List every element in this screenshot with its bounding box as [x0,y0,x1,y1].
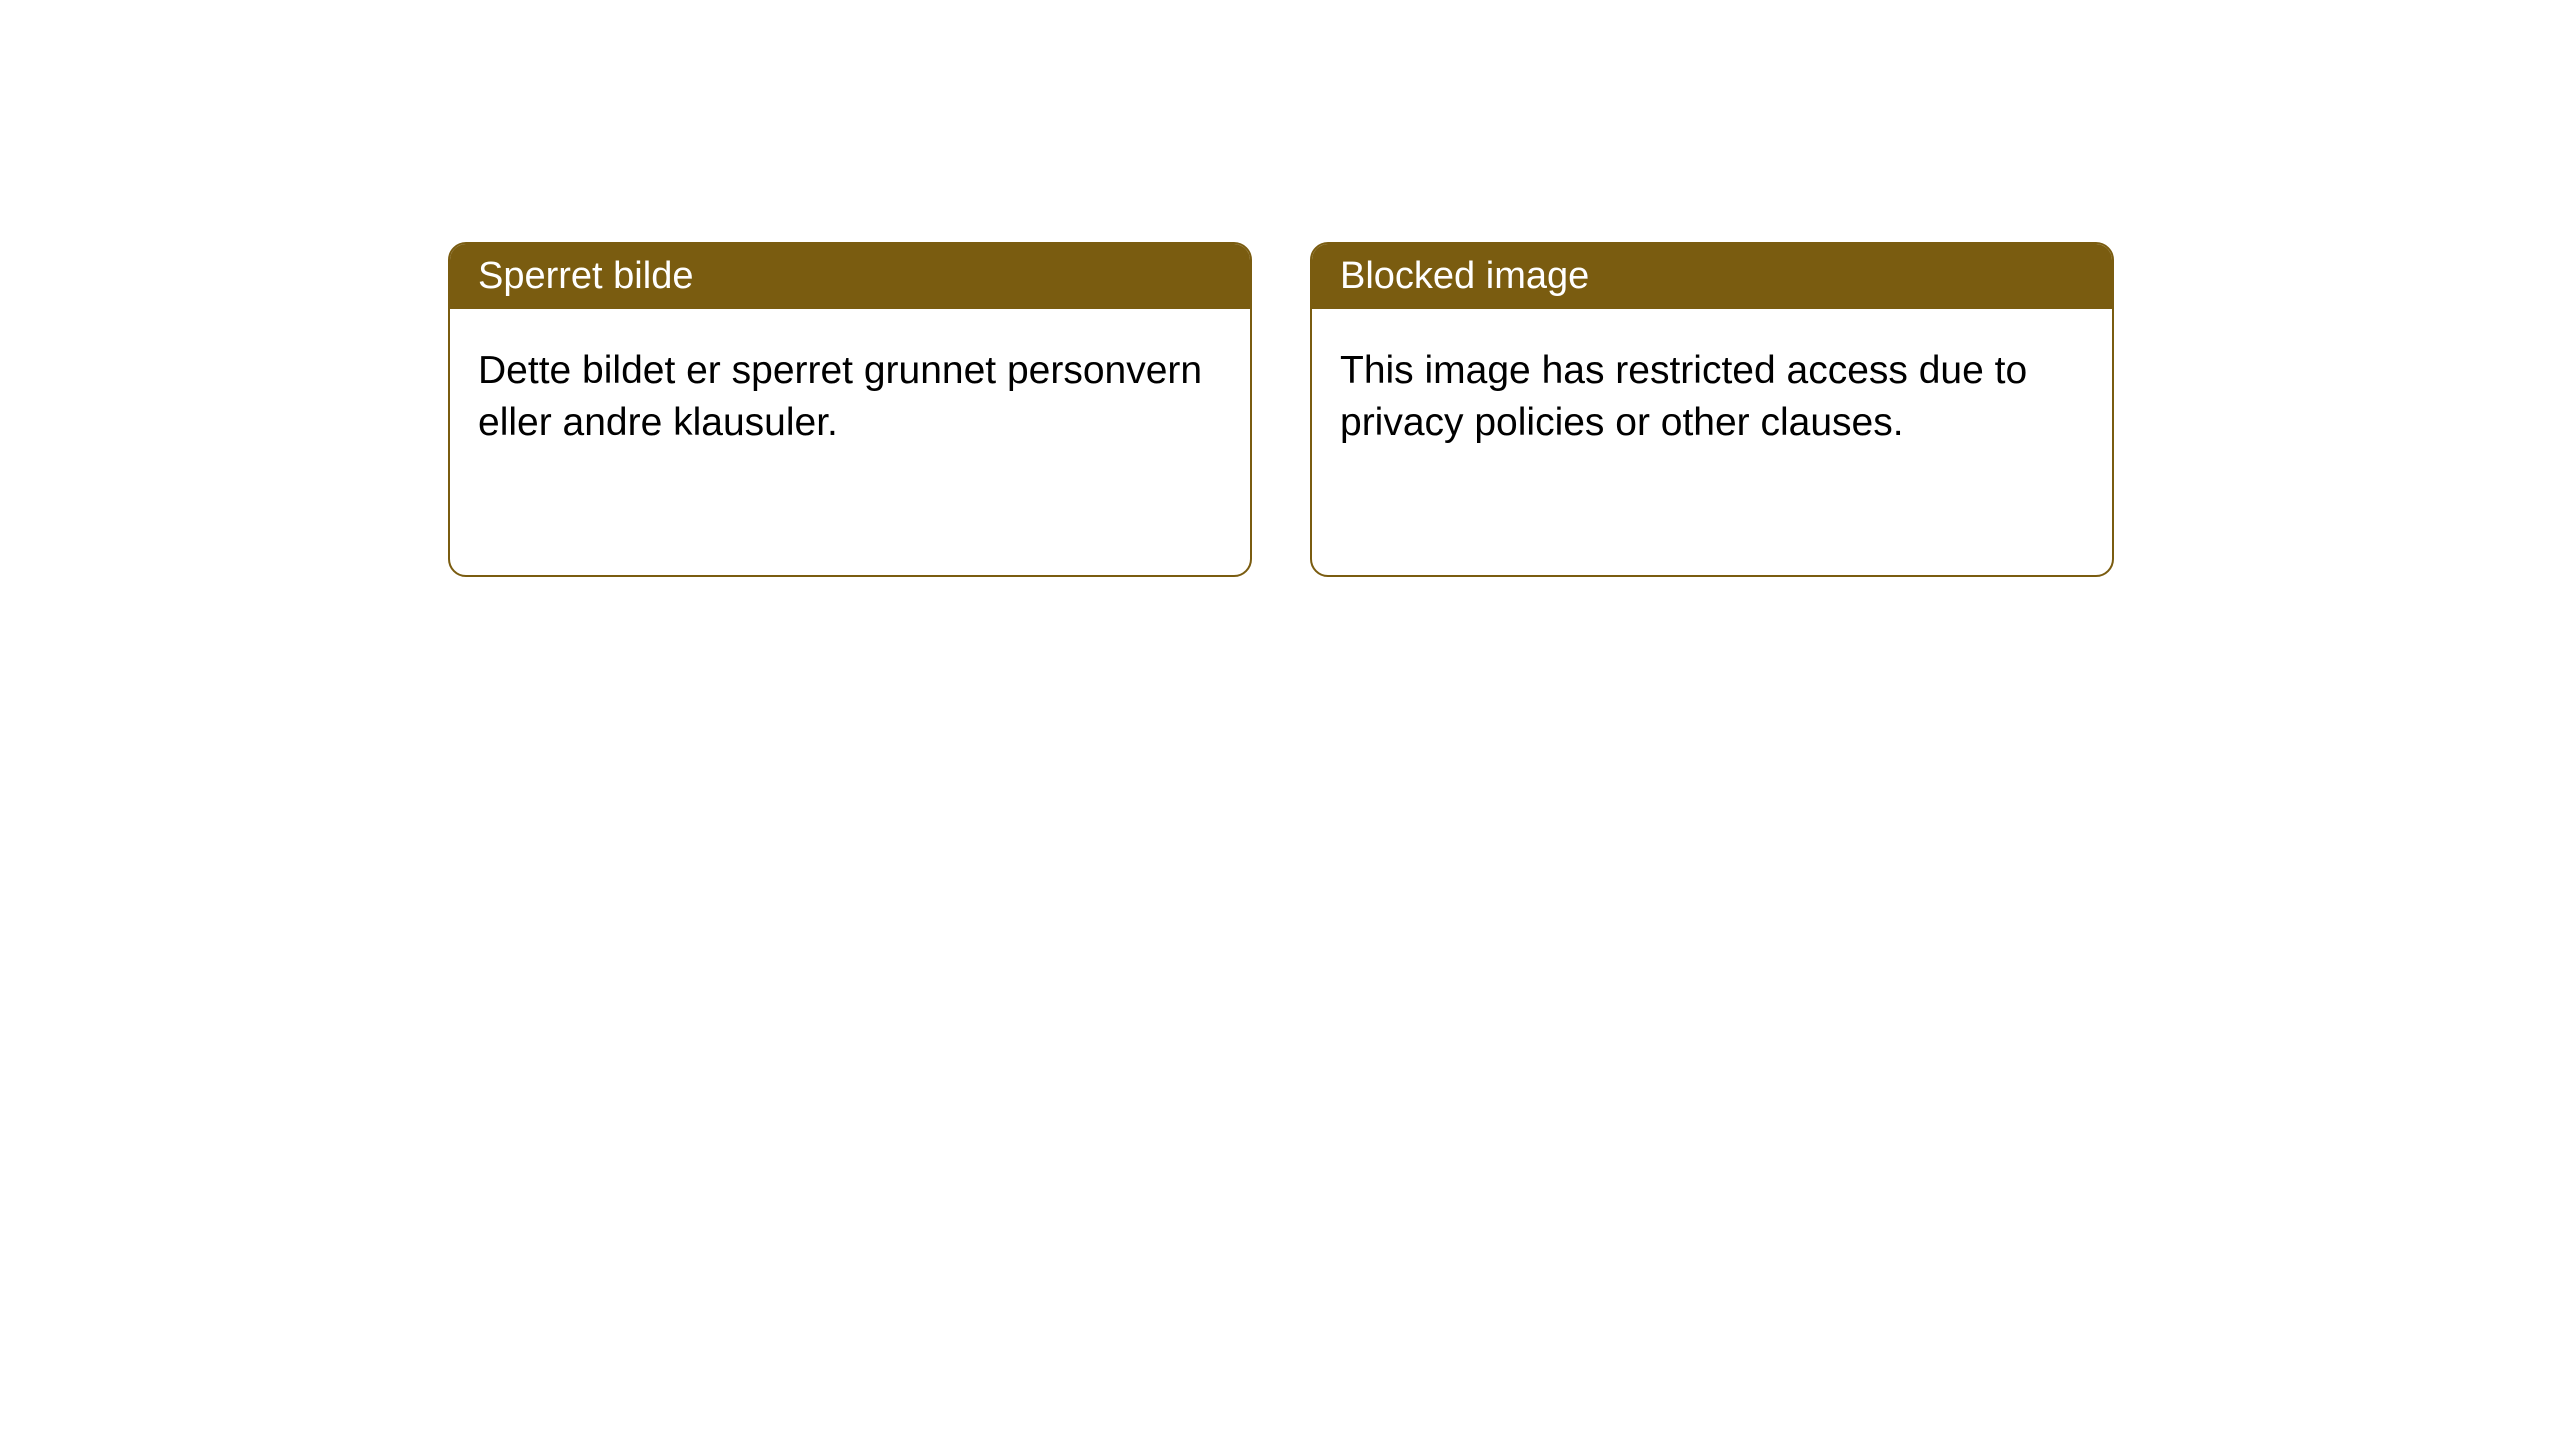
notice-title: Sperret bilde [478,255,693,297]
notice-body-text: Dette bildet er sperret grunnet personve… [478,349,1202,444]
notice-card-body: This image has restricted access due to … [1312,309,2112,486]
notice-body-text: This image has restricted access due to … [1340,349,2027,444]
notice-card-header: Blocked image [1312,244,2112,309]
notice-title: Blocked image [1340,255,1589,297]
notice-card-english: Blocked image This image has restricted … [1310,242,2114,577]
notice-container: Sperret bilde Dette bildet er sperret gr… [0,0,2560,577]
notice-card-header: Sperret bilde [450,244,1250,309]
notice-card-body: Dette bildet er sperret grunnet personve… [450,309,1250,486]
notice-card-norwegian: Sperret bilde Dette bildet er sperret gr… [448,242,1252,577]
